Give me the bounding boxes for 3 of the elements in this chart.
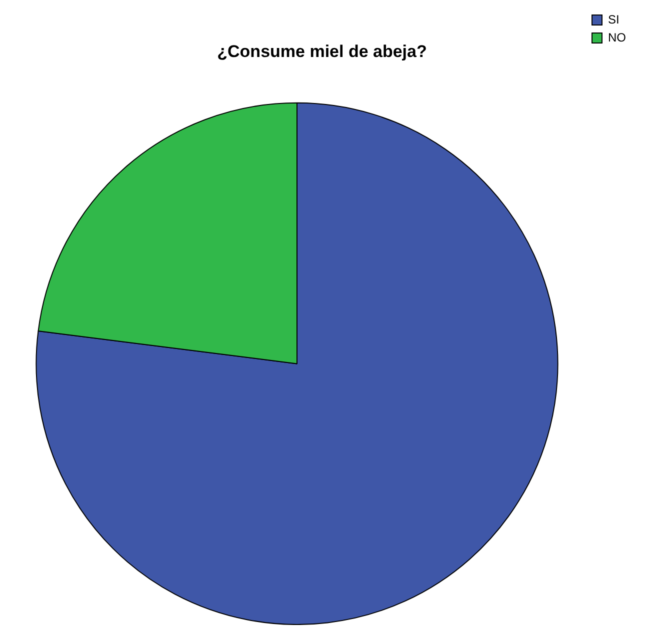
legend-label: SI [608,12,620,26]
text: ¿Consume miel de abeja? [217,42,427,61]
legend-label: NO [608,30,626,44]
